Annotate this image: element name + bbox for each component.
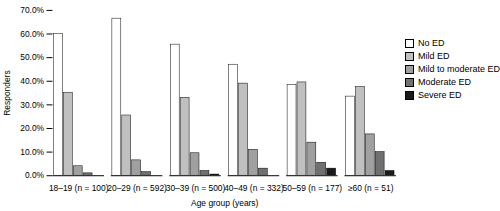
html-text:No ED: No ED xyxy=(418,38,445,48)
svg-text:≥60 (n = 51): ≥60 (n = 51) xyxy=(348,183,394,193)
svg-text:18–19 (n = 100): 18–19 (n = 100) xyxy=(49,183,109,193)
svg-text:50.0%: 50.0% xyxy=(20,52,44,62)
html-text:Severe ED: Severe ED xyxy=(418,90,462,100)
svg-text:20–29 (n = 592): 20–29 (n = 592) xyxy=(107,183,167,193)
svg-text:Responders: Responders xyxy=(2,70,12,115)
html-text:Mild to moderate ED: Mild to moderate ED xyxy=(418,64,500,74)
svg-text:20.0%: 20.0% xyxy=(20,123,44,133)
svg-text:30.0%: 30.0% xyxy=(20,100,44,110)
svg-text:40.0%: 40.0% xyxy=(20,76,44,86)
svg-text:10.0%: 10.0% xyxy=(20,147,44,157)
html-text:Mild ED: Mild ED xyxy=(418,51,450,61)
html-text:Moderate ED: Moderate ED xyxy=(418,77,471,87)
svg-text:40–49 (n = 332): 40–49 (n = 332) xyxy=(224,183,284,193)
svg-text:0.0%: 0.0% xyxy=(25,170,45,180)
svg-text:Age group (years): Age group (years) xyxy=(191,198,258,208)
svg-text:70.0%: 70.0% xyxy=(20,5,44,15)
svg-text:30–39 (n = 500): 30–39 (n = 500) xyxy=(166,183,226,193)
svg-text:60.0%: 60.0% xyxy=(20,29,44,39)
svg-text:50–59 (n = 177): 50–59 (n = 177) xyxy=(283,183,343,193)
